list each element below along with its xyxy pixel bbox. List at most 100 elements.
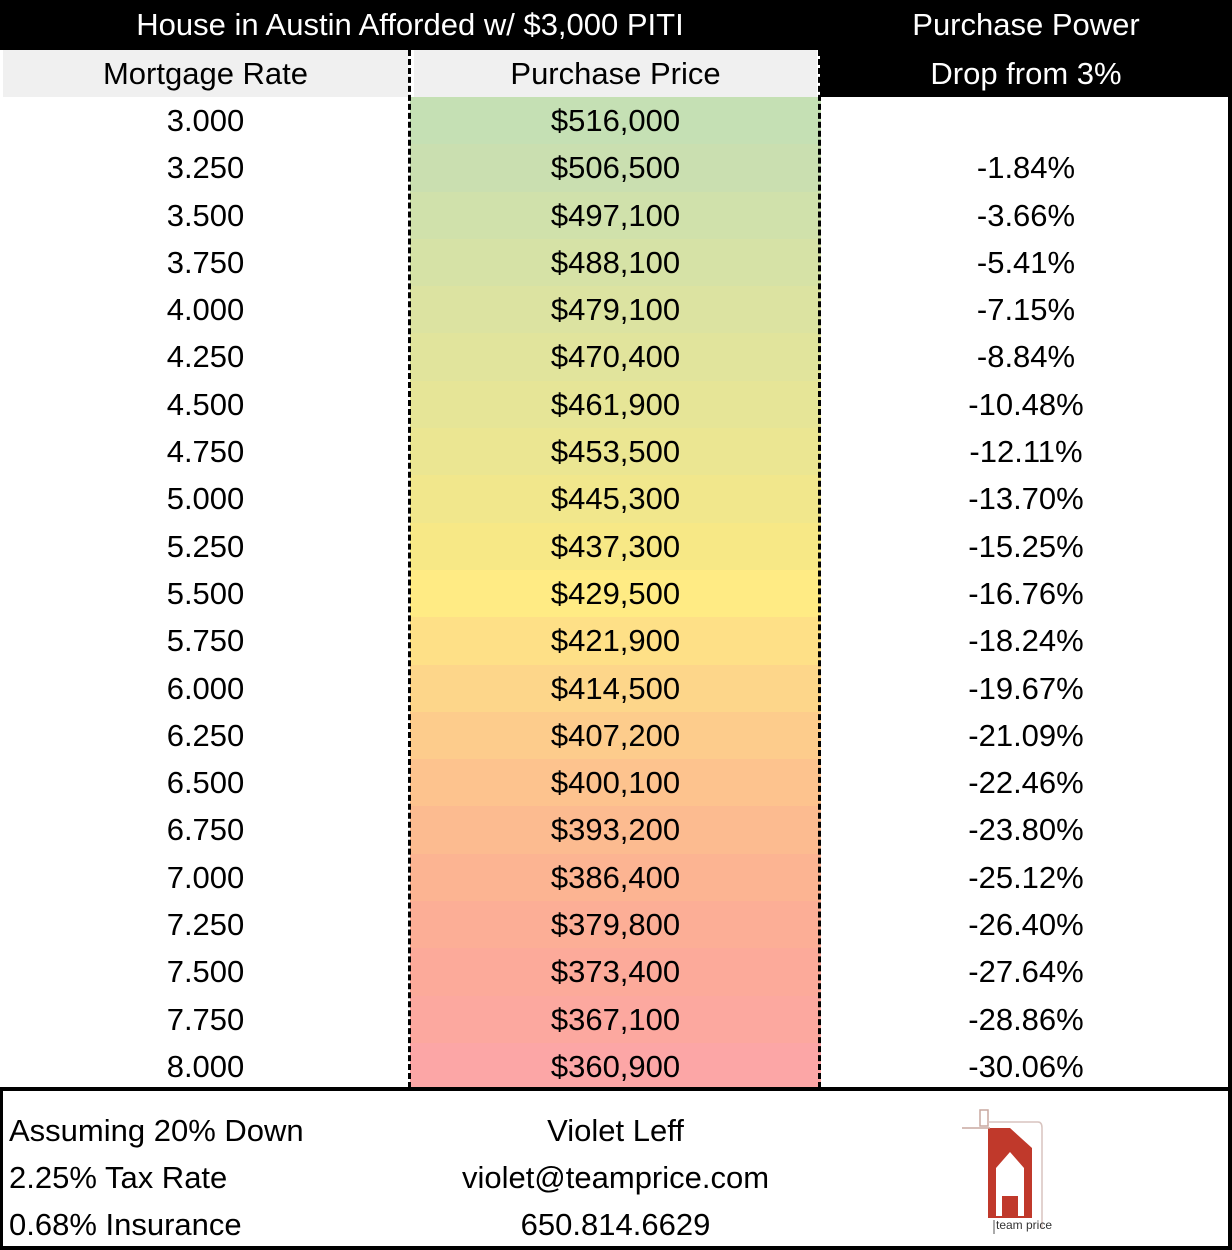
drop-cell: -1.84%: [976, 150, 1076, 186]
drop-cell: -30.06%: [968, 1048, 1084, 1084]
drop-cell: -25.12%: [968, 859, 1084, 895]
rate-cell: 5.250: [166, 528, 245, 564]
assumptions-block: Assuming 20% Down 2.25% Tax Rate 0.68% I…: [9, 1107, 304, 1248]
table-row: 6.500 $400,100 -22.46%: [0, 759, 1232, 807]
table-row: 7.750 $367,100 -28.86%: [0, 995, 1232, 1043]
rate-cell: 5.000: [166, 481, 245, 517]
table-body: 3.000 $516,000 3.250 $506,500 -1.84% 3.500 $49…: [0, 97, 1232, 1091]
drop-column-header: Purchase Power Drop from 3%: [820, 0, 1232, 97]
price-cell: $429,500: [410, 569, 821, 618]
drop-cell: -22.46%: [968, 765, 1084, 801]
contact-block: Violet Leff violet@teamprice.com 650.814…: [410, 1107, 821, 1248]
price-cell: $479,100: [410, 286, 821, 334]
table-row: 6.750 $393,200 -23.80%: [0, 806, 1232, 854]
rate-cell: 4.000: [166, 292, 245, 328]
table-row: 3.500 $497,100 -3.66%: [0, 191, 1232, 239]
contact-email: violet@teamprice.com: [461, 1160, 770, 1195]
rate-cell: 3.500: [166, 197, 245, 233]
drop-cell: -13.70%: [968, 481, 1084, 517]
table-row: 4.500 $461,900 -10.48%: [0, 380, 1232, 429]
table-title: House in Austin Afforded w/ $3,000 PITI: [136, 7, 684, 42]
drop-cell: [820, 97, 1232, 144]
price-cell: $379,800: [410, 901, 821, 949]
rate-cell: 3.750: [166, 244, 245, 280]
rate-cell: 5.500: [166, 575, 245, 611]
drop-cell: -27.64%: [968, 954, 1084, 990]
price-cell: $414,500: [410, 664, 821, 712]
price-cell: $445,300: [410, 475, 821, 523]
column-divider: [408, 50, 411, 1088]
table-border-right: [1228, 0, 1232, 1250]
assumption-tax-rate: 2.25% Tax Rate: [9, 1160, 228, 1195]
column-divider: [818, 50, 821, 1088]
drop-cell: -5.41%: [976, 244, 1076, 280]
rate-cell: 6.250: [166, 717, 245, 753]
table-row: 7.000 $386,400 -25.12%: [0, 853, 1232, 902]
assumption-down-payment: Assuming 20% Down: [9, 1113, 304, 1148]
price-cell: $373,400: [410, 948, 821, 996]
drop-cell: -7.15%: [976, 292, 1076, 328]
price-cell: $393,200: [410, 806, 821, 854]
price-cell: $360,900: [410, 1042, 821, 1091]
table-row: 4.750 $453,500 -12.11%: [0, 428, 1232, 476]
contact-phone: 650.814.6629: [520, 1207, 711, 1242]
price-cell: $497,100: [410, 191, 821, 239]
drop-cell: -23.80%: [968, 812, 1084, 848]
price-cell: $400,100: [410, 759, 821, 807]
table-row: 6.250 $407,200 -21.09%: [0, 711, 1232, 760]
rate-cell: 6.750: [166, 812, 245, 848]
rate-cell: 8.000: [166, 1048, 245, 1084]
drop-cell: -8.84%: [976, 339, 1076, 375]
rate-cell: 6.500: [166, 765, 245, 801]
table-row: 3.750 $488,100 -5.41%: [0, 238, 1232, 287]
price-cell: $437,300: [410, 522, 821, 570]
table-row: 5.000 $445,300 -13.70%: [0, 475, 1232, 523]
price-cell: $516,000: [410, 97, 821, 145]
contact-name: Violet Leff: [547, 1113, 684, 1148]
team-price-logo-icon: [962, 1109, 1043, 1234]
table-row: 3.000 $516,000: [0, 97, 1232, 145]
drop-cell: -15.25%: [968, 528, 1084, 564]
footer-divider: [0, 1087, 1232, 1091]
logo-text: team price: [996, 1218, 1053, 1232]
table-row: 5.750 $421,900 -18.24%: [0, 617, 1232, 665]
assumption-insurance: 0.68% Insurance: [9, 1207, 242, 1242]
drop-cell: -16.76%: [968, 575, 1084, 611]
rate-cell: 3.000: [166, 103, 245, 138]
drop-cell: -3.66%: [976, 197, 1076, 233]
price-cell: $470,400: [410, 333, 821, 381]
rate-cell: 4.500: [166, 386, 245, 422]
rate-cell: 6.000: [166, 670, 245, 706]
drop-cell: -18.24%: [968, 623, 1084, 659]
rate-cell: 5.750: [166, 623, 245, 659]
price-cell: $407,200: [410, 711, 821, 760]
price-cell: $461,900: [410, 380, 821, 429]
drop-header-line2: Drop from 3%: [930, 56, 1122, 91]
rate-cell: 7.000: [166, 859, 245, 895]
drop-cell: -12.11%: [969, 434, 1083, 470]
price-cell: $421,900: [410, 617, 821, 665]
footer-border: [0, 1246, 1232, 1250]
table-row: 3.250 $506,500 -1.84%: [0, 144, 1232, 192]
rate-cell: 4.750: [166, 434, 245, 470]
price-cell: $488,100: [410, 238, 821, 287]
drop-cell: -21.09%: [968, 717, 1084, 753]
drop-cell: -10.48%: [968, 386, 1084, 422]
rate-column-header: Mortgage Rate: [3, 50, 408, 97]
price-cell: $506,500: [410, 144, 821, 192]
drop-cell: -19.67%: [968, 670, 1084, 706]
table-row: 5.500 $429,500 -16.76%: [0, 569, 1232, 618]
price-column-header: Purchase Price: [414, 50, 817, 97]
drop-cell: -26.40%: [968, 907, 1084, 943]
table-row: 6.000 $414,500 -19.67%: [0, 664, 1232, 712]
rate-cell: 7.500: [166, 954, 245, 990]
price-cell: $367,100: [410, 995, 821, 1043]
table-row: 4.000 $479,100 -7.15%: [0, 286, 1232, 334]
rate-cell: 3.250: [166, 150, 245, 186]
drop-cell: -28.86%: [968, 1001, 1084, 1037]
table-row: 7.250 $379,800 -26.40%: [0, 901, 1232, 949]
rate-cell: 4.250: [166, 339, 245, 375]
rate-cell: 7.250: [166, 907, 245, 943]
table-row: 7.500 $373,400 -27.64%: [0, 948, 1232, 996]
